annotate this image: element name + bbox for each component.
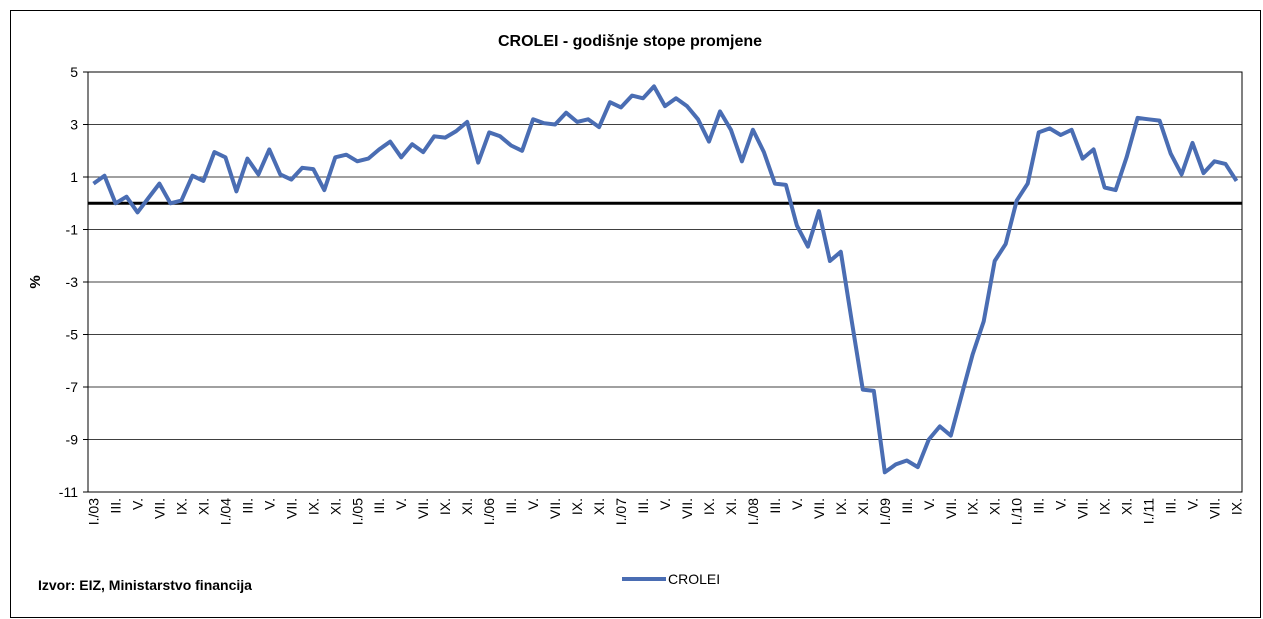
x-tick-label: V.: [789, 498, 805, 510]
x-tick-label: VII.: [943, 498, 959, 519]
series-line: [92, 84, 1239, 475]
x-tick-label: I./09: [877, 498, 893, 525]
y-axis-label: %: [27, 275, 44, 288]
x-tick-label: VII.: [547, 498, 563, 519]
x-tick-label: I./07: [613, 498, 629, 525]
x-tick-label: III.: [239, 498, 255, 514]
x-tick-label: IX.: [1229, 498, 1245, 515]
x-tick-label: XI.: [591, 498, 607, 515]
x-tick-label: IX.: [833, 498, 849, 515]
x-tick-label: V.: [525, 498, 541, 510]
x-tick-label: III.: [767, 498, 783, 514]
x-tick-label: V.: [1053, 498, 1069, 510]
x-tick-label: VII.: [415, 498, 431, 519]
x-tick-label: III.: [635, 498, 651, 514]
x-tick-label: XI.: [855, 498, 871, 515]
x-tick-label: VII.: [679, 498, 695, 519]
x-tick-label: III.: [371, 498, 387, 514]
x-tick-label: IX.: [569, 498, 585, 515]
x-tick-label: I./06: [481, 498, 497, 525]
x-tick-label: V.: [393, 498, 409, 510]
y-tick-label: 3: [70, 117, 78, 133]
x-tick-label: V.: [921, 498, 937, 510]
x-tick-label: XI.: [723, 498, 739, 515]
x-tick-label: III.: [1031, 498, 1047, 514]
x-tick-label: XI.: [327, 498, 343, 515]
x-tick-label: III.: [503, 498, 519, 514]
x-tick-label: VII.: [811, 498, 827, 519]
x-tick-label: XI.: [1119, 498, 1135, 515]
y-tick-label: -5: [66, 327, 79, 343]
x-tick-label: XI.: [459, 498, 475, 515]
x-tick-label: I./08: [745, 498, 761, 525]
x-tick-label: IX.: [701, 498, 717, 515]
x-tick-label: VII.: [151, 498, 167, 519]
x-tick-label: IX.: [173, 498, 189, 515]
y-tick-label: -9: [66, 432, 79, 448]
x-tick-label: IX.: [965, 498, 981, 515]
y-tick-label: -11: [59, 484, 78, 500]
y-tick-label: -3: [66, 274, 79, 290]
x-tick-label: III.: [1163, 498, 1179, 514]
y-tick-label: -7: [66, 379, 79, 395]
x-tick-label: I./10: [1009, 498, 1025, 525]
y-tick-label: -1: [66, 222, 79, 238]
x-tick-label: III.: [899, 498, 915, 514]
x-tick-label: VII.: [1207, 498, 1223, 519]
x-tick-label: V.: [129, 498, 145, 510]
x-tick-label: XI.: [195, 498, 211, 515]
x-tick-label: VII.: [1075, 498, 1091, 519]
x-tick-label: V.: [657, 498, 673, 510]
x-tick-label: I./03: [85, 498, 101, 525]
x-tick-label: IX.: [437, 498, 453, 515]
x-tick-label: I./04: [217, 498, 233, 525]
chart-title: CROLEI - godišnje stope promjene: [498, 33, 762, 50]
y-tick-label: 1: [70, 169, 78, 185]
x-tick-label: V.: [261, 498, 277, 510]
x-tick-label: IX.: [305, 498, 321, 515]
chart-border: [10, 10, 1261, 618]
legend-label: CROLEI: [668, 571, 720, 587]
y-tick-label: 5: [70, 64, 78, 80]
x-tick-label: V.: [1185, 498, 1201, 510]
x-tick-label: IX.: [1097, 498, 1113, 515]
x-tick-label: I./11: [1141, 498, 1157, 524]
source-note: Izvor: EIZ, Ministarstvo financija: [38, 577, 252, 593]
x-tick-label: XI.: [987, 498, 1003, 515]
x-tick-label: III.: [107, 498, 123, 514]
x-tick-label: I./05: [349, 498, 365, 525]
x-tick-label: VII.: [283, 498, 299, 519]
